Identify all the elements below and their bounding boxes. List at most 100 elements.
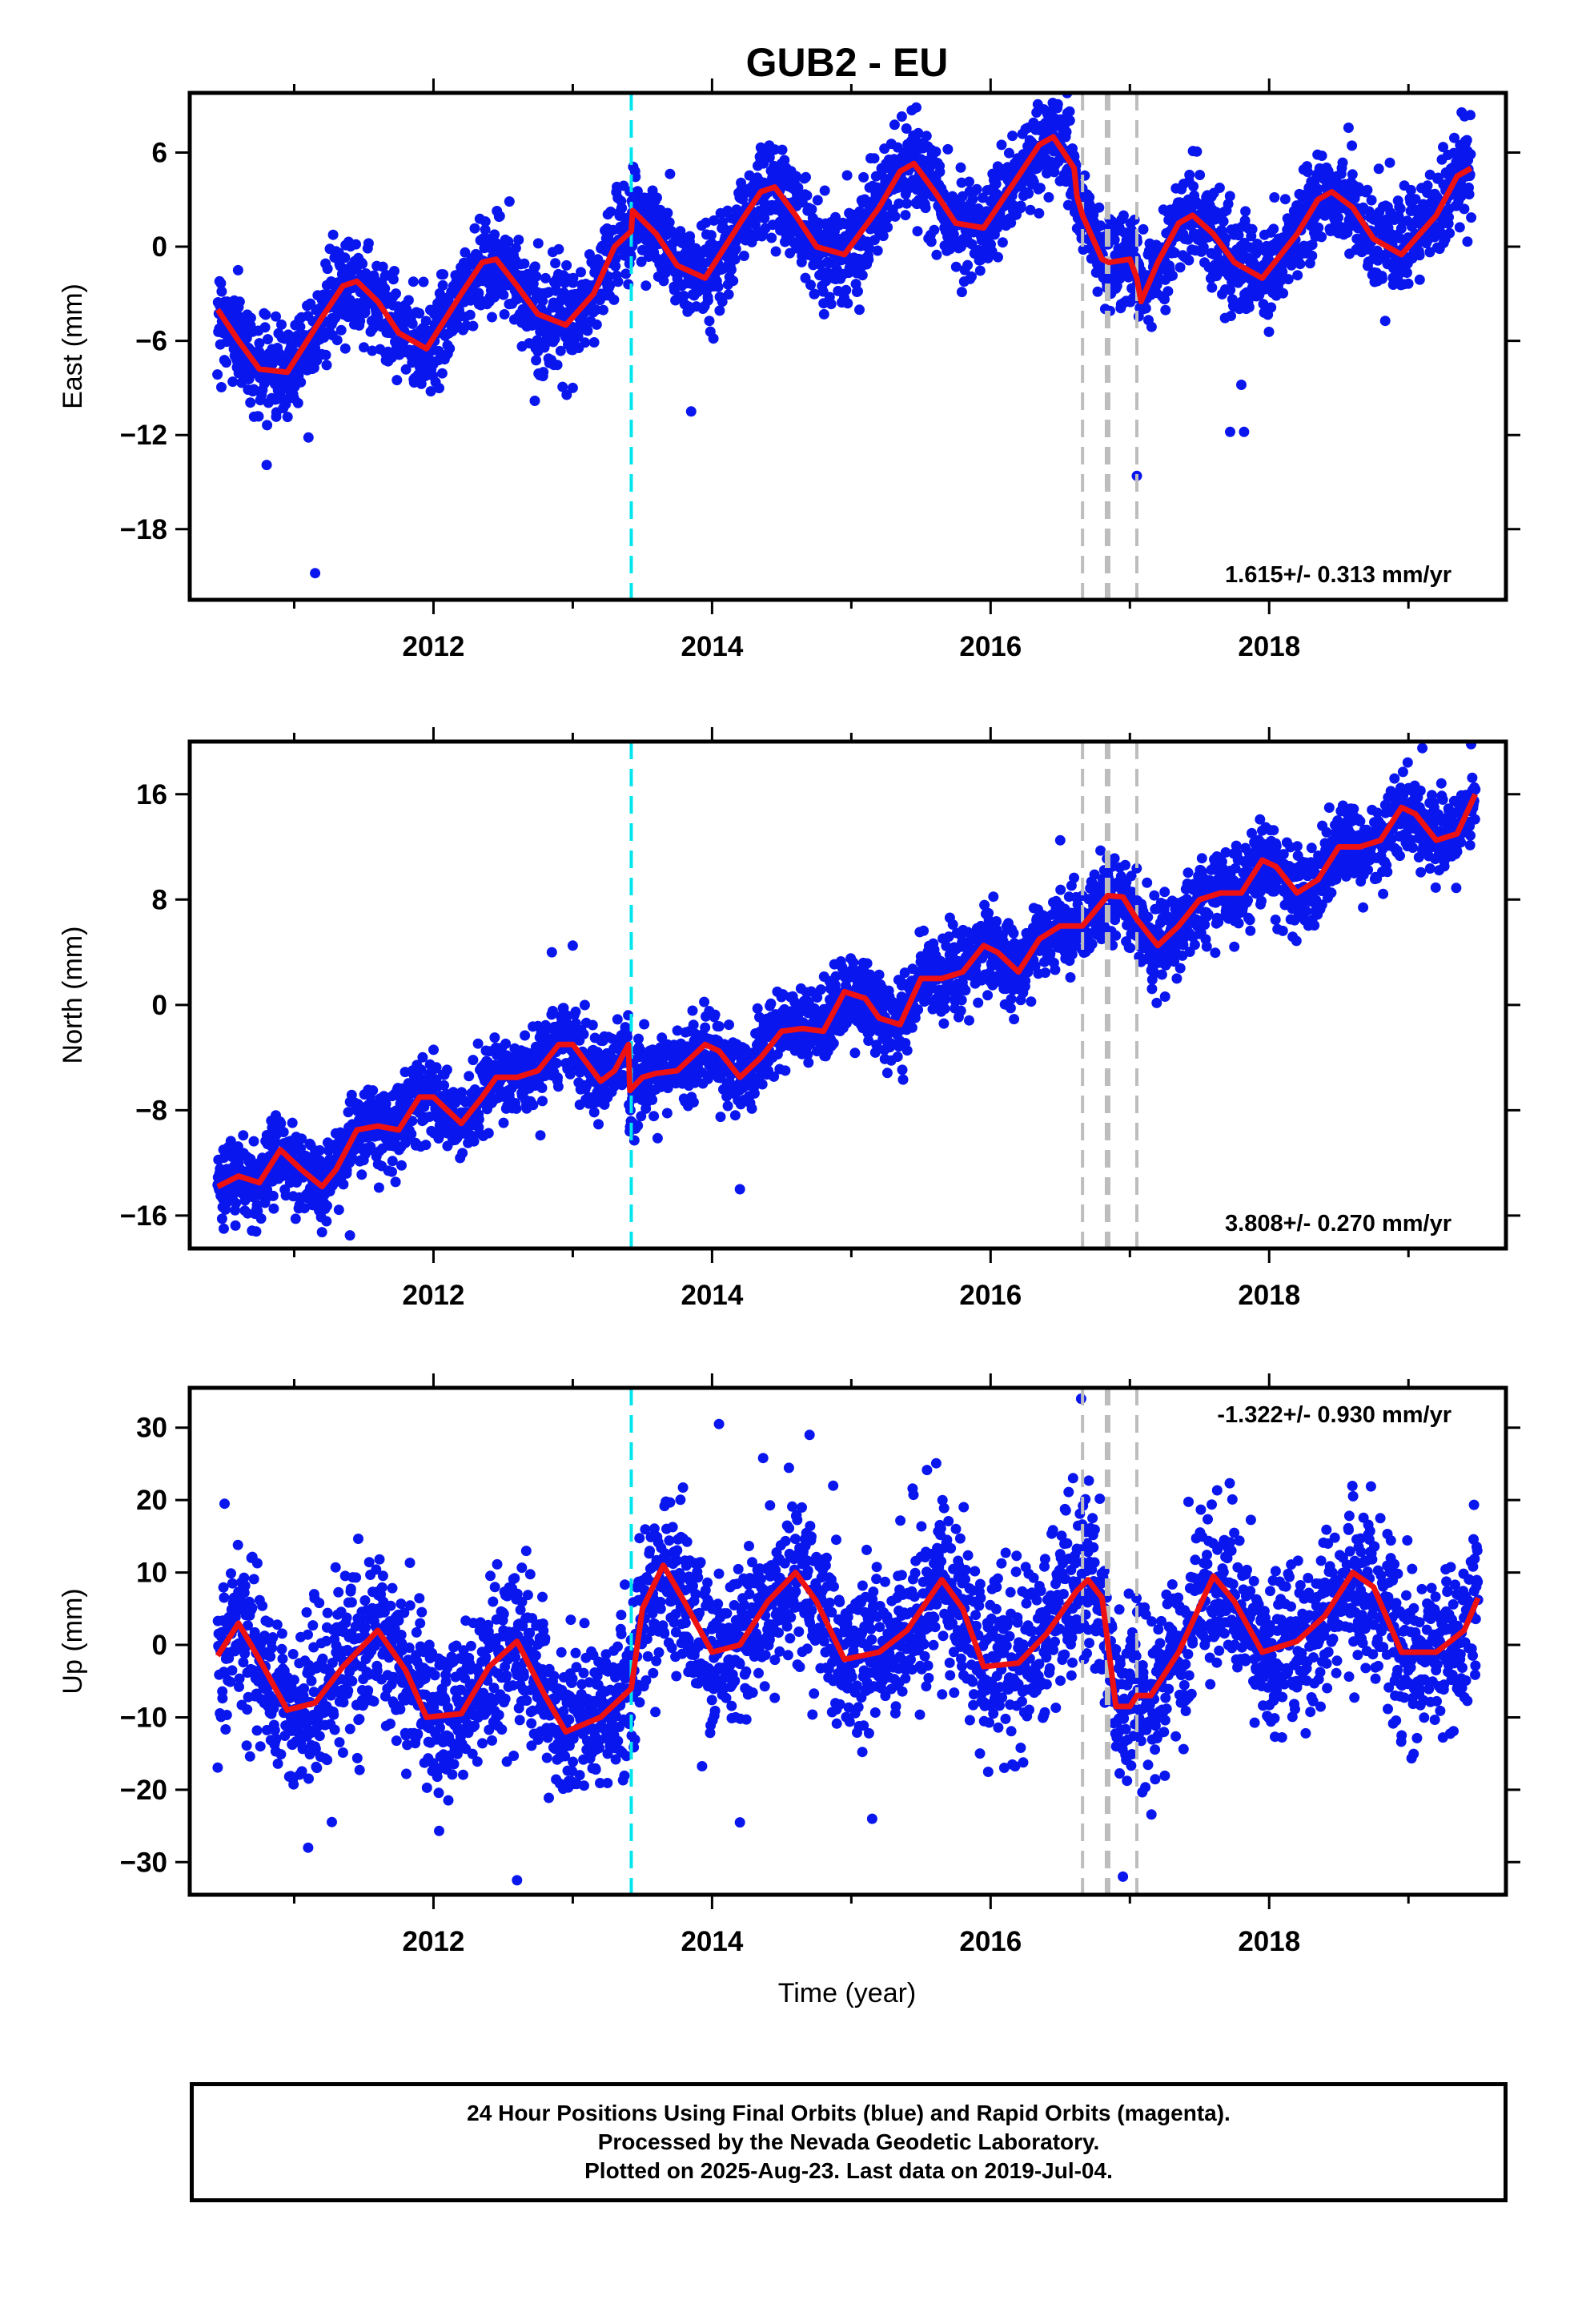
data-point bbox=[971, 183, 982, 195]
data-point bbox=[752, 1003, 763, 1014]
data-point bbox=[1395, 203, 1406, 214]
data-point bbox=[321, 1216, 332, 1227]
data-point bbox=[356, 1169, 367, 1180]
data-point bbox=[639, 1019, 650, 1030]
data-point bbox=[1292, 270, 1303, 281]
data-point bbox=[1092, 286, 1103, 297]
data-point bbox=[700, 1022, 711, 1033]
data-point bbox=[582, 325, 593, 336]
data-point bbox=[221, 357, 232, 368]
data-point bbox=[1233, 230, 1244, 241]
data-point bbox=[367, 1085, 379, 1096]
data-point bbox=[715, 1112, 726, 1123]
data-point bbox=[568, 272, 579, 283]
data-point bbox=[480, 224, 491, 235]
data-point bbox=[418, 276, 429, 287]
data-point bbox=[1034, 207, 1045, 219]
data-point bbox=[1015, 200, 1026, 211]
data-point bbox=[612, 276, 624, 287]
x-tick-label: 2018 bbox=[1238, 631, 1300, 662]
data-point bbox=[322, 263, 333, 275]
data-point bbox=[921, 131, 932, 142]
data-point bbox=[926, 236, 937, 247]
data-point bbox=[552, 1081, 564, 1092]
data-point bbox=[457, 1148, 468, 1159]
data-point bbox=[380, 1098, 391, 1109]
data-point bbox=[561, 389, 572, 400]
data-point bbox=[842, 298, 853, 309]
data-point bbox=[425, 386, 436, 397]
data-point bbox=[956, 177, 967, 188]
data-point bbox=[911, 102, 921, 113]
data-point bbox=[713, 281, 724, 292]
data-point bbox=[1195, 170, 1206, 180]
data-point bbox=[1466, 212, 1477, 223]
data-point bbox=[833, 285, 844, 296]
data-point bbox=[330, 312, 341, 324]
data-point bbox=[1118, 210, 1129, 221]
data-point bbox=[528, 1100, 539, 1111]
data-point bbox=[1169, 247, 1180, 259]
data-point bbox=[995, 212, 1006, 223]
data-point bbox=[912, 226, 923, 237]
data-point bbox=[400, 364, 412, 375]
data-point bbox=[535, 1130, 546, 1141]
data-point bbox=[993, 251, 1003, 263]
data-point bbox=[913, 127, 924, 139]
data-point bbox=[441, 1064, 452, 1076]
data-point bbox=[759, 213, 770, 223]
data-point bbox=[1279, 194, 1291, 205]
data-point bbox=[793, 182, 804, 193]
data-point bbox=[551, 1058, 562, 1069]
data-point bbox=[532, 238, 544, 249]
data-point bbox=[407, 318, 418, 329]
data-point bbox=[688, 1019, 699, 1031]
data-point bbox=[1307, 250, 1318, 261]
data-point bbox=[408, 276, 419, 287]
data-point bbox=[1167, 270, 1178, 281]
data-point bbox=[978, 192, 988, 203]
data-point bbox=[219, 1223, 229, 1234]
data-point bbox=[636, 244, 648, 255]
data-point bbox=[622, 1031, 633, 1043]
data-point bbox=[662, 207, 673, 219]
data-point bbox=[1174, 262, 1186, 273]
data-point bbox=[1343, 123, 1354, 133]
data-point bbox=[790, 171, 801, 182]
data-point bbox=[656, 1032, 668, 1043]
data-point bbox=[564, 1068, 576, 1080]
data-point bbox=[724, 1019, 734, 1031]
data-point bbox=[1422, 180, 1433, 191]
data-point bbox=[1456, 191, 1467, 202]
data-point bbox=[1319, 210, 1331, 221]
east-model-curve bbox=[215, 134, 1473, 376]
data-point bbox=[216, 382, 227, 392]
data-point bbox=[452, 318, 462, 329]
data-point bbox=[801, 171, 811, 183]
data-point bbox=[859, 194, 870, 205]
data-point bbox=[276, 319, 287, 330]
data-point bbox=[245, 397, 256, 408]
data-point bbox=[540, 272, 551, 283]
data-point bbox=[436, 368, 448, 379]
data-point bbox=[934, 167, 946, 178]
data-point bbox=[889, 211, 901, 222]
data-point bbox=[896, 111, 907, 122]
data-point bbox=[1084, 191, 1095, 203]
outlier-point bbox=[1236, 380, 1247, 390]
data-point bbox=[1239, 215, 1251, 226]
data-point bbox=[520, 1030, 531, 1041]
data-point bbox=[1223, 199, 1234, 210]
data-point bbox=[713, 1021, 725, 1032]
data-point bbox=[529, 396, 540, 406]
data-point bbox=[303, 432, 314, 443]
data-point bbox=[480, 216, 491, 227]
data-point bbox=[1052, 99, 1063, 110]
data-point bbox=[1025, 204, 1036, 215]
y-tick-label: 0 bbox=[152, 231, 167, 263]
data-point bbox=[420, 1140, 432, 1151]
data-point bbox=[1240, 206, 1251, 217]
data-point bbox=[420, 371, 431, 381]
